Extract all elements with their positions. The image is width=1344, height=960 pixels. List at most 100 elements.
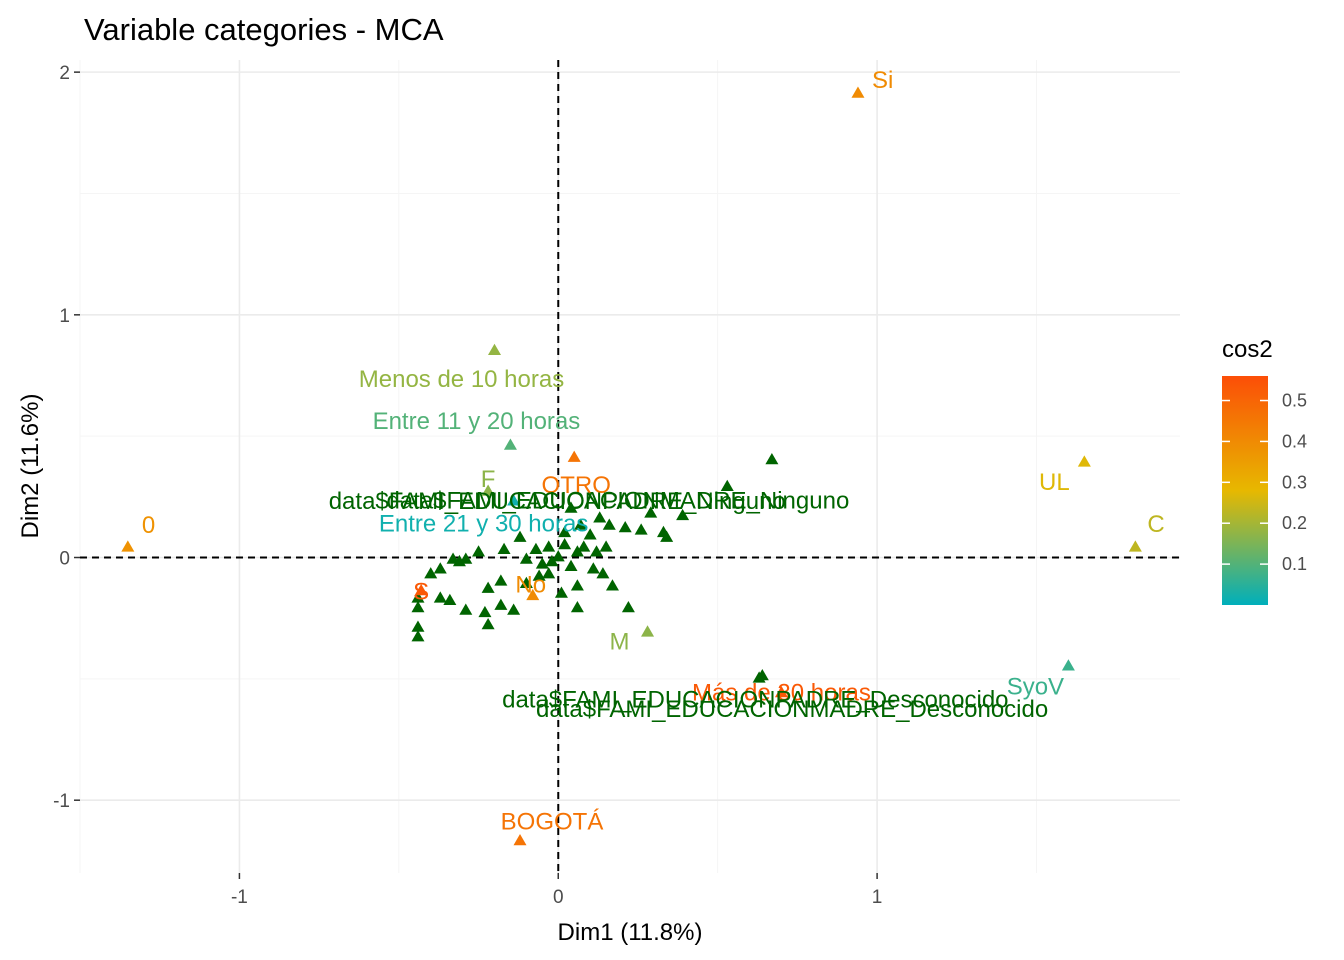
background-point xyxy=(459,603,473,615)
background-point xyxy=(570,545,584,557)
point-label: data$FAMI_EDUCACIONPADRE_Ninguno xyxy=(329,488,786,515)
background-point xyxy=(602,518,616,530)
background-point xyxy=(542,567,556,579)
background-point xyxy=(583,528,597,540)
background-point xyxy=(542,540,556,552)
chart-title: Variable categories - MCA xyxy=(84,12,444,47)
background-point xyxy=(586,562,600,574)
background-point xyxy=(574,518,588,530)
background-point xyxy=(634,523,648,535)
background-point xyxy=(411,620,425,632)
background-point xyxy=(621,601,635,613)
background-point xyxy=(532,569,546,581)
background-point xyxy=(472,545,486,557)
category-point xyxy=(765,453,779,465)
point-label: F xyxy=(481,466,496,493)
category-point xyxy=(526,588,540,601)
category-point xyxy=(567,450,581,462)
plot-panel xyxy=(80,60,1180,873)
point-label: Entre 11 y 20 horas xyxy=(373,408,581,435)
background-point xyxy=(577,540,591,552)
background-point xyxy=(507,603,521,615)
background-point xyxy=(599,540,613,552)
point-label: UL xyxy=(1039,469,1070,496)
category-point xyxy=(507,494,521,506)
point-label: OTRO xyxy=(542,472,611,499)
x-tick-label: 1 xyxy=(872,887,883,908)
background-point xyxy=(478,605,492,618)
background-point xyxy=(424,567,438,579)
background-point xyxy=(618,520,632,533)
point-label: 0 xyxy=(142,512,155,539)
category-point xyxy=(513,834,527,846)
category-point xyxy=(1077,455,1091,467)
point-label: Si xyxy=(872,67,893,94)
category-points xyxy=(121,86,1142,846)
background-point xyxy=(644,506,658,518)
background-points xyxy=(411,501,690,642)
background-point xyxy=(519,552,533,564)
y-axis-title: Dim2 (11.6%) xyxy=(17,394,44,539)
x-tick-label: 0 xyxy=(553,887,564,908)
background-point xyxy=(446,552,460,564)
legend-colorbar xyxy=(1222,376,1268,605)
y-tick-label: -1 xyxy=(53,791,70,812)
y-tick-label: 0 xyxy=(59,549,70,570)
background-point xyxy=(605,579,619,591)
category-point xyxy=(752,671,766,683)
background-point xyxy=(551,550,565,562)
background-point xyxy=(596,567,610,579)
category-point xyxy=(851,86,865,98)
background-point xyxy=(519,576,533,589)
y-axis: -1 0 1 2 xyxy=(53,63,80,812)
legend-tick-label: 0.3 xyxy=(1282,472,1307,492)
background-point xyxy=(411,591,425,603)
legend: cos2 0.1 0.2 0.3 0.4 0.5 xyxy=(1222,336,1307,605)
category-point xyxy=(121,540,135,552)
background-point xyxy=(564,501,578,513)
x-axis: -1 0 1 xyxy=(231,873,882,908)
point-label: data$FAMI_EDUCACIONMADRE_Desconocido xyxy=(536,696,1048,723)
point-label: S xyxy=(413,578,429,605)
point-label: SyoV xyxy=(1007,674,1064,701)
legend-title: cos2 xyxy=(1222,336,1273,363)
point-label: Entre 21 y 30 horas xyxy=(379,511,588,538)
point-label: data$FAMI_EDUCACIONMADRE_Ninguno xyxy=(386,487,849,514)
background-point xyxy=(554,586,568,598)
legend-tick-label: 0.4 xyxy=(1282,431,1307,451)
legend-tick-label: 0.2 xyxy=(1282,513,1307,533)
background-point xyxy=(545,554,559,567)
legend-tick-label: 0.5 xyxy=(1282,391,1307,411)
background-point xyxy=(676,508,690,521)
background-point xyxy=(590,545,604,557)
category-point xyxy=(487,343,501,356)
background-point xyxy=(513,530,527,542)
background-point xyxy=(564,559,578,572)
background-point xyxy=(660,530,674,542)
x-axis-title: Dim1 (11.8%) xyxy=(558,919,703,946)
background-point xyxy=(535,557,549,569)
point-label: data$FAMI_EDUCACIONPADRE_Desconocido xyxy=(502,686,1008,713)
y-tick-label: 2 xyxy=(59,63,70,84)
background-point xyxy=(593,511,607,523)
background-point xyxy=(481,618,495,630)
point-labels: Si 0 UL C SyoV Menos de 10 horas Entre 11 y 20… xyxy=(142,67,1165,835)
background-point xyxy=(481,581,495,593)
category-point xyxy=(720,479,734,491)
category-point xyxy=(774,685,788,698)
background-point xyxy=(494,598,508,610)
background-point xyxy=(443,593,457,606)
background-point xyxy=(411,601,425,613)
point-label: No xyxy=(515,571,546,598)
background-point xyxy=(558,525,572,538)
point-label: BOGOTÁ xyxy=(501,808,604,835)
point-label: C xyxy=(1147,511,1164,538)
background-point xyxy=(411,630,425,642)
background-point xyxy=(570,601,584,613)
y-tick-label: 1 xyxy=(59,306,70,327)
background-point xyxy=(529,542,543,555)
category-point xyxy=(641,625,655,637)
background-point xyxy=(433,562,447,574)
x-tick-label: -1 xyxy=(231,887,248,908)
